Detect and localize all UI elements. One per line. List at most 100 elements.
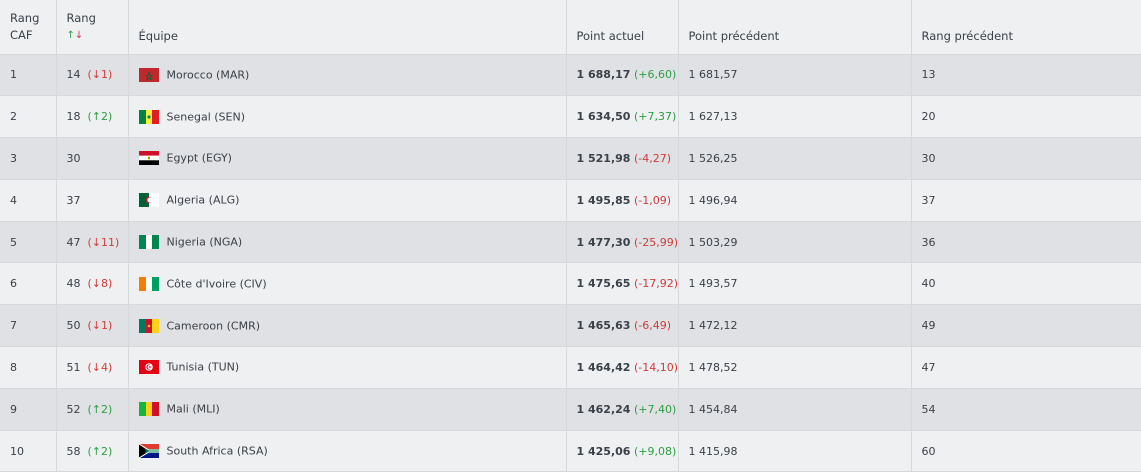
rang-cell: 37 — [55, 179, 128, 222]
point-actuel-cell: 1 464,42 (-14,10) — [565, 346, 678, 389]
header-point-precedent[interactable]: Point précédent — [677, 0, 911, 55]
point-actuel-value: 1 465,63 — [576, 319, 631, 333]
table-row[interactable]: 4 37 Algeria (ALG) 1 495,85 (-1,09) 1 49… — [0, 179, 1141, 222]
header-rang-caf-line2: CAF — [10, 27, 33, 42]
rang-cell: 18 (↑2) — [55, 95, 128, 139]
rang-precedent-cell: 54 — [910, 388, 1141, 431]
header-rang-precedent[interactable]: Rang précédent — [910, 0, 1141, 55]
rang-precedent-cell: 37 — [910, 179, 1141, 222]
point-precedent-cell: 1 496,94 — [677, 179, 911, 222]
point-actuel-value: 1 425,06 — [576, 444, 631, 458]
table-row[interactable]: 8 51 (↓4) Tunisia (TUN) 1 464,42 (-14,10… — [0, 346, 1141, 389]
rang-cell: 50 (↓1) — [55, 304, 128, 348]
table-row[interactable]: 1 14 (↓1) Morocco (MAR) 1 688,17 (+6,60)… — [0, 54, 1141, 97]
table-row[interactable]: 5 47 (↓11) Nigeria (NGA) 1 477,30 (-25,9… — [0, 221, 1141, 264]
header-equipe[interactable]: Équipe — [127, 0, 566, 55]
team-name[interactable]: Côte d'Ivoire (CIV) — [166, 277, 267, 291]
rang-cell: 51 (↓4) — [55, 346, 128, 389]
point-actuel-cell: 1 475,65 (-17,92) — [565, 262, 678, 306]
team-name[interactable]: Morocco (MAR) — [166, 68, 250, 82]
rang-cell: 52 (↑2) — [55, 388, 128, 431]
team-cell[interactable]: Senegal (SEN) — [127, 95, 566, 139]
rang-precedent-value: 20 — [921, 110, 936, 124]
rang-caf-value: 1 — [10, 68, 17, 82]
rang-precedent-cell: 47 — [910, 346, 1141, 389]
rang-precedent-value: 54 — [921, 402, 936, 416]
team-cell[interactable]: Morocco (MAR) — [127, 54, 566, 97]
point-precedent-cell: 1 681,57 — [677, 54, 911, 97]
team-name[interactable]: Nigeria (NGA) — [166, 235, 243, 249]
team-name[interactable]: South Africa (RSA) — [166, 444, 268, 458]
point-change: (+9,08) — [633, 444, 677, 458]
team-cell[interactable]: Cameroon (CMR) — [127, 304, 566, 348]
point-actuel-cell: 1 495,85 (-1,09) — [565, 179, 678, 222]
rang-caf-value: 4 — [10, 193, 17, 207]
team-cell[interactable]: Egypt (EGY) — [127, 137, 566, 180]
table-row[interactable]: 9 52 (↑2) Mali (MLI) 1 462,24 (+7,40) 1 … — [0, 388, 1141, 431]
team-name[interactable]: Tunisia (TUN) — [166, 360, 240, 374]
team-cell[interactable]: Tunisia (TUN) — [127, 346, 566, 389]
team-name[interactable]: Senegal (SEN) — [166, 110, 246, 124]
egypt-flag-icon — [138, 151, 159, 166]
rank-move: (↑2) — [87, 110, 113, 124]
table-row[interactable]: 6 48 (↓8) Côte d'Ivoire (CIV) 1 475,65 (… — [0, 262, 1141, 306]
sort-arrows-icon[interactable]: ↑↓ — [67, 27, 128, 44]
rang-precedent-cell: 13 — [910, 54, 1141, 97]
table-row[interactable]: 7 50 (↓1) Cameroon (CMR) 1 465,63 (-6,49… — [0, 304, 1141, 348]
mali-flag-icon — [138, 402, 159, 417]
table-header-row: Rang CAF Rang ↑↓ Équipe Point actuel Poi… — [0, 0, 1141, 55]
point-actuel-cell: 1 688,17 (+6,60) — [565, 54, 678, 97]
south-africa-flag-icon — [138, 444, 159, 459]
team-cell[interactable]: Algeria (ALG) — [127, 179, 566, 222]
rang-caf-value: 2 — [10, 110, 17, 124]
rang-caf-cell: 2 — [0, 95, 56, 139]
header-point-actuel[interactable]: Point actuel — [565, 0, 678, 55]
point-actuel-cell: 1 425,06 (+9,08) — [565, 430, 678, 472]
rang-caf-value: 10 — [10, 444, 24, 458]
team-name[interactable]: Mali (MLI) — [166, 402, 220, 416]
cameroon-flag-icon — [138, 318, 159, 333]
rang-caf-cell: 5 — [0, 221, 56, 264]
rang-value: 47 — [66, 235, 81, 249]
team-cell[interactable]: Nigeria (NGA) — [127, 221, 566, 264]
point-precedent-value: 1 493,57 — [688, 277, 738, 291]
cote-divoire-flag-icon — [138, 276, 159, 291]
header-rang-caf[interactable]: Rang CAF — [0, 0, 56, 55]
point-actuel-cell: 1 521,98 (-4,27) — [565, 137, 678, 180]
rang-precedent-value: 30 — [921, 151, 936, 165]
team-name[interactable]: Egypt (EGY) — [166, 151, 232, 165]
team-cell[interactable]: South Africa (RSA) — [127, 430, 566, 472]
table-row[interactable]: 10 58 (↑2) South Africa (RSA) 1 425,06 (… — [0, 430, 1141, 472]
point-change: (-14,10) — [633, 360, 678, 374]
rang-cell: 48 (↓8) — [55, 262, 128, 306]
table-row[interactable]: 2 18 (↑2) Senegal (SEN) 1 634,50 (+7,37)… — [0, 95, 1141, 139]
rang-caf-cell: 8 — [0, 346, 56, 389]
rang-caf-value: 5 — [10, 235, 17, 249]
point-change: (+7,37) — [633, 110, 677, 124]
table-row[interactable]: 3 30 Egypt (EGY) 1 521,98 (-4,27) 1 526,… — [0, 137, 1141, 180]
team-cell[interactable]: Mali (MLI) — [127, 388, 566, 431]
point-precedent-cell: 1 493,57 — [677, 262, 911, 306]
rang-caf-value: 6 — [10, 277, 17, 291]
rang-caf-cell: 9 — [0, 388, 56, 431]
point-actuel-cell: 1 477,30 (-25,99) — [565, 221, 678, 264]
rang-caf-cell: 3 — [0, 137, 56, 180]
point-actuel-cell: 1 465,63 (-6,49) — [565, 304, 678, 348]
point-actuel-cell: 1 634,50 (+7,37) — [565, 95, 678, 139]
team-cell[interactable]: Côte d'Ivoire (CIV) — [127, 262, 566, 306]
rang-precedent-value: 37 — [921, 193, 936, 207]
rank-move: (↑2) — [87, 444, 113, 458]
point-change: (-6,49) — [633, 319, 671, 333]
rang-value: 52 — [66, 402, 81, 416]
team-name[interactable]: Algeria (ALG) — [166, 193, 240, 207]
point-precedent-value: 1 503,29 — [688, 235, 738, 249]
rang-caf-cell: 1 — [0, 54, 56, 97]
point-precedent-cell: 1 472,12 — [677, 304, 911, 348]
point-actuel-value: 1 688,17 — [576, 68, 631, 82]
rang-value: 18 — [66, 110, 81, 124]
morocco-flag-icon — [138, 67, 159, 82]
algeria-flag-icon — [138, 193, 159, 208]
point-actuel-value: 1 462,24 — [576, 402, 631, 416]
header-rang[interactable]: Rang ↑↓ — [55, 0, 128, 55]
team-name[interactable]: Cameroon (CMR) — [166, 319, 261, 333]
